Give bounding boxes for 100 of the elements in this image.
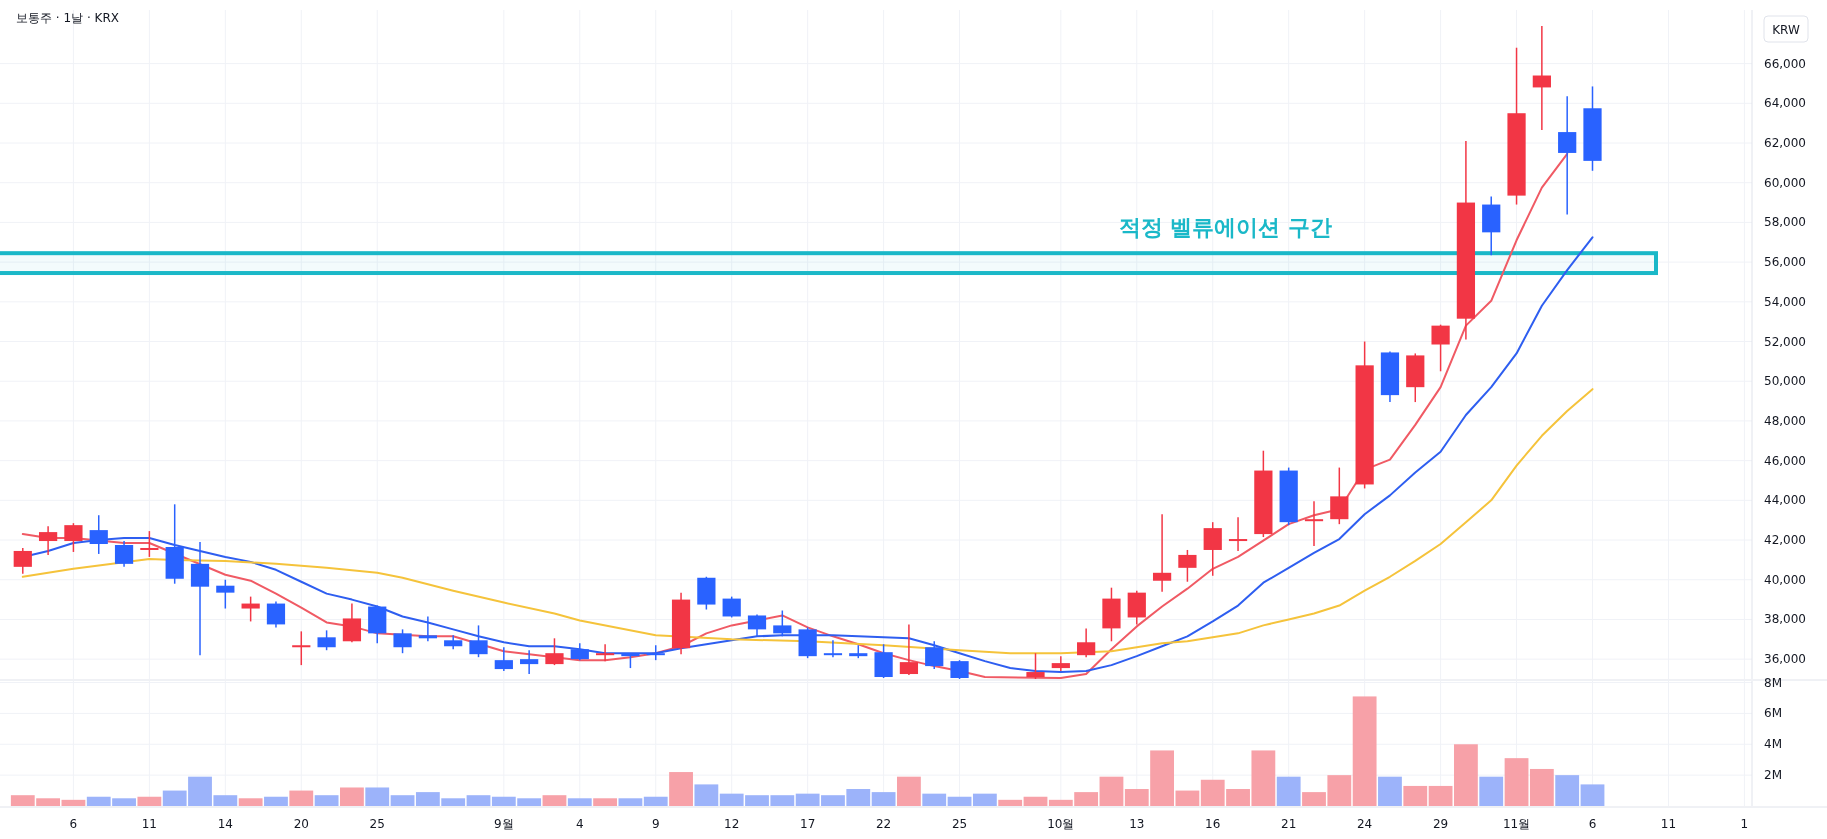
x-tick-label: 9월	[494, 817, 514, 831]
x-tick-label: 20	[293, 817, 309, 831]
bar	[264, 796, 288, 806]
candlestick	[469, 624, 488, 658]
candlestick	[1077, 627, 1096, 658]
bar	[922, 793, 947, 806]
candlestick	[317, 629, 336, 651]
candlestick	[418, 615, 437, 643]
y-tick-label: 60,000	[1764, 175, 1806, 190]
bar	[1378, 776, 1402, 806]
y-tick-label: 36,000	[1764, 652, 1806, 667]
candlestick	[13, 547, 32, 575]
bar	[1175, 790, 1200, 806]
bar	[643, 796, 668, 806]
y-tick-label: 62,000	[1764, 136, 1806, 151]
bar	[871, 792, 896, 806]
bar	[972, 793, 997, 806]
candlestick	[1330, 466, 1349, 525]
bar	[390, 795, 415, 806]
x-tick-label: 1	[1740, 817, 1749, 831]
bar	[1276, 776, 1301, 806]
bar	[314, 795, 339, 806]
x-tick-label: 29	[1432, 817, 1449, 831]
candlestick	[342, 602, 362, 644]
candlestick	[747, 613, 767, 638]
candlestick	[1431, 323, 1450, 373]
bar	[1555, 775, 1580, 806]
candlestick	[722, 595, 741, 619]
bar	[238, 798, 263, 806]
bar	[340, 787, 364, 806]
x-tick-label: 17	[800, 817, 816, 831]
candlestick	[38, 525, 58, 556]
bar	[466, 795, 491, 806]
x-tick-label: 9	[651, 817, 660, 831]
candlestick	[823, 639, 843, 658]
candlestick	[773, 609, 792, 638]
y-tick-label: 50,000	[1764, 374, 1806, 389]
candlestick	[545, 637, 564, 666]
x-tick-label: 4	[575, 817, 584, 831]
bar	[567, 798, 592, 806]
x-tick-label: 11	[141, 817, 158, 831]
x-tick-label: 25	[951, 817, 968, 831]
bar	[542, 795, 567, 806]
y-tick-label: 6M	[1764, 706, 1782, 721]
bar	[1023, 796, 1048, 806]
x-tick-label: 24	[1357, 817, 1373, 831]
bar	[947, 796, 972, 806]
bar	[1352, 696, 1377, 806]
candlestick	[64, 522, 83, 553]
candlestick	[1203, 521, 1222, 577]
y-tick-label: 56,000	[1764, 255, 1806, 270]
x-tick-label: 25	[369, 817, 385, 831]
candlestick	[925, 640, 944, 670]
bar	[1529, 768, 1554, 806]
candlestick	[1228, 516, 1248, 552]
bar	[618, 798, 643, 806]
candlestick	[292, 630, 311, 666]
y-tick-label: 58,000	[1764, 215, 1806, 230]
x-tick-label: 12	[724, 817, 740, 831]
chart-title: 보통주 · 1날 · KRX	[16, 11, 119, 25]
bar	[694, 784, 719, 806]
bar	[1504, 758, 1529, 806]
y-tick-label: 44,000	[1764, 493, 1806, 508]
candlestick	[241, 595, 260, 623]
candlestick	[266, 600, 286, 629]
bar	[593, 798, 618, 806]
y-axis-title: KRW	[1772, 23, 1800, 37]
y-tick-label: 48,000	[1764, 413, 1806, 428]
y-tick-label: 54,000	[1764, 294, 1806, 309]
candlestick	[595, 643, 615, 662]
y-tick-label: 42,000	[1764, 533, 1806, 548]
y-tick-label: 38,000	[1764, 612, 1806, 627]
x-tick-label: 11월	[1502, 817, 1531, 831]
bar	[1454, 744, 1478, 806]
candlestick	[1152, 513, 1172, 593]
candlestick	[1051, 655, 1070, 672]
candlestick	[520, 649, 539, 675]
bar	[289, 790, 314, 806]
candlestick	[89, 514, 108, 555]
x-tick-label: 10월	[1047, 817, 1075, 831]
x-tick-label: 6	[1588, 817, 1597, 831]
y-tick-label: 4M	[1764, 737, 1782, 752]
band-label: 적정 벨류에이션 구간	[1118, 215, 1332, 241]
candlestick	[950, 659, 969, 679]
bar	[1403, 785, 1428, 806]
x-tick-label: 16	[1205, 817, 1221, 831]
y-tick-label: 52,000	[1764, 334, 1806, 349]
bar	[1479, 776, 1504, 806]
candlestick	[114, 540, 134, 568]
candlestick	[1178, 549, 1197, 583]
bar	[669, 772, 693, 806]
candlestick	[494, 646, 513, 672]
x-tick-label: 11	[1660, 817, 1677, 831]
bar	[897, 776, 921, 806]
candlestick	[899, 623, 919, 676]
y-tick-label: 8M	[1764, 675, 1782, 690]
x-tick-label: 22	[875, 817, 892, 831]
bar	[61, 799, 86, 806]
line-series	[21, 388, 1594, 655]
candlestick	[216, 578, 235, 610]
